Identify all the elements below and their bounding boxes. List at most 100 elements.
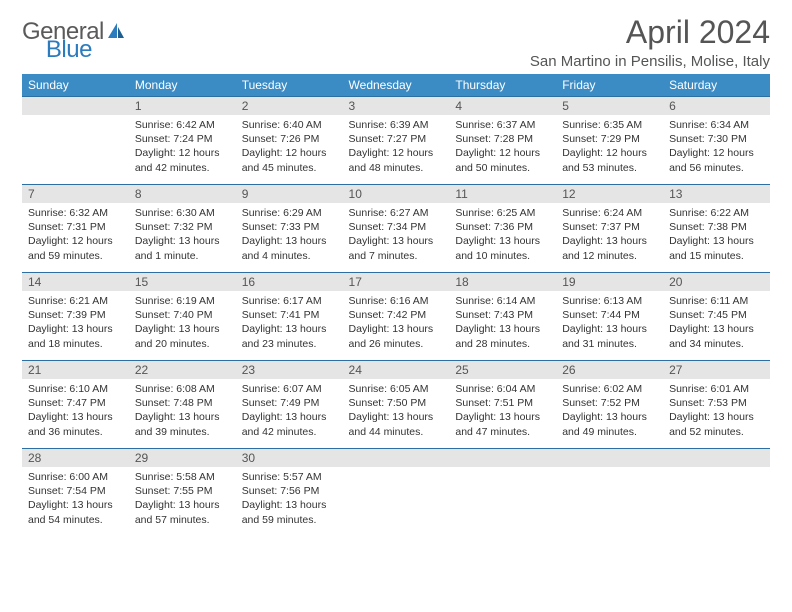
calendar-cell: 20Sunrise: 6:11 AMSunset: 7:45 PMDayligh… xyxy=(663,273,770,361)
sunset-line: Sunset: 7:39 PM xyxy=(28,308,123,322)
sunrise-line: Sunrise: 6:04 AM xyxy=(455,382,550,396)
daylight-line-2: and 4 minutes. xyxy=(242,249,337,263)
location-label: San Martino in Pensilis, Molise, Italy xyxy=(530,53,770,70)
calendar-cell: 28Sunrise: 6:00 AMSunset: 7:54 PMDayligh… xyxy=(22,449,129,537)
daylight-line-1: Daylight: 13 hours xyxy=(562,234,657,248)
day-number: 24 xyxy=(343,361,450,379)
calendar-cell: 1Sunrise: 6:42 AMSunset: 7:24 PMDaylight… xyxy=(129,97,236,185)
day-number: 15 xyxy=(129,273,236,291)
sunset-line: Sunset: 7:55 PM xyxy=(135,484,230,498)
sunset-line: Sunset: 7:33 PM xyxy=(242,220,337,234)
daylight-line-2: and 18 minutes. xyxy=(28,337,123,351)
day-body xyxy=(449,467,556,527)
calendar-cell: 12Sunrise: 6:24 AMSunset: 7:37 PMDayligh… xyxy=(556,185,663,273)
calendar-cell: 21Sunrise: 6:10 AMSunset: 7:47 PMDayligh… xyxy=(22,361,129,449)
calendar-cell: 18Sunrise: 6:14 AMSunset: 7:43 PMDayligh… xyxy=(449,273,556,361)
daylight-line-2: and 20 minutes. xyxy=(135,337,230,351)
calendar-cell: 5Sunrise: 6:35 AMSunset: 7:29 PMDaylight… xyxy=(556,97,663,185)
calendar-cell-empty xyxy=(663,449,770,537)
sunset-line: Sunset: 7:42 PM xyxy=(349,308,444,322)
sunset-line: Sunset: 7:36 PM xyxy=(455,220,550,234)
day-body: Sunrise: 6:30 AMSunset: 7:32 PMDaylight:… xyxy=(129,203,236,267)
sunrise-line: Sunrise: 6:32 AM xyxy=(28,206,123,220)
daylight-line-2: and 59 minutes. xyxy=(28,249,123,263)
daylight-line-1: Daylight: 13 hours xyxy=(135,498,230,512)
day-body: Sunrise: 5:57 AMSunset: 7:56 PMDaylight:… xyxy=(236,467,343,531)
weekday-header: Tuesday xyxy=(236,74,343,97)
daylight-line-1: Daylight: 13 hours xyxy=(349,322,444,336)
calendar-head: SundayMondayTuesdayWednesdayThursdayFrid… xyxy=(22,74,770,97)
sunset-line: Sunset: 7:28 PM xyxy=(455,132,550,146)
weekday-header: Saturday xyxy=(663,74,770,97)
daylight-line-1: Daylight: 12 hours xyxy=(242,146,337,160)
daylight-line-1: Daylight: 13 hours xyxy=(135,234,230,248)
sunset-line: Sunset: 7:52 PM xyxy=(562,396,657,410)
weekday-header: Sunday xyxy=(22,74,129,97)
daylight-line-2: and 57 minutes. xyxy=(135,513,230,527)
daylight-line-1: Daylight: 13 hours xyxy=(135,410,230,424)
calendar-cell: 6Sunrise: 6:34 AMSunset: 7:30 PMDaylight… xyxy=(663,97,770,185)
day-number: 10 xyxy=(343,185,450,203)
daylight-line-2: and 44 minutes. xyxy=(349,425,444,439)
daylight-line-2: and 48 minutes. xyxy=(349,161,444,175)
day-body: Sunrise: 6:17 AMSunset: 7:41 PMDaylight:… xyxy=(236,291,343,355)
daylight-line-2: and 52 minutes. xyxy=(669,425,764,439)
daylight-line-2: and 42 minutes. xyxy=(242,425,337,439)
sunrise-line: Sunrise: 6:10 AM xyxy=(28,382,123,396)
sunrise-line: Sunrise: 6:07 AM xyxy=(242,382,337,396)
daylight-line-1: Daylight: 13 hours xyxy=(455,410,550,424)
day-body: Sunrise: 6:07 AMSunset: 7:49 PMDaylight:… xyxy=(236,379,343,443)
sunrise-line: Sunrise: 6:19 AM xyxy=(135,294,230,308)
day-number: 14 xyxy=(22,273,129,291)
day-number: 8 xyxy=(129,185,236,203)
calendar-cell-empty xyxy=(449,449,556,537)
day-number: 22 xyxy=(129,361,236,379)
daylight-line-1: Daylight: 13 hours xyxy=(562,410,657,424)
daylight-line-1: Daylight: 13 hours xyxy=(28,498,123,512)
sunrise-line: Sunrise: 6:30 AM xyxy=(135,206,230,220)
day-number xyxy=(343,449,450,467)
daylight-line-2: and 36 minutes. xyxy=(28,425,123,439)
sunrise-line: Sunrise: 6:13 AM xyxy=(562,294,657,308)
daylight-line-2: and 56 minutes. xyxy=(669,161,764,175)
daylight-line-2: and 50 minutes. xyxy=(455,161,550,175)
day-body: Sunrise: 5:58 AMSunset: 7:55 PMDaylight:… xyxy=(129,467,236,531)
day-number: 25 xyxy=(449,361,556,379)
daylight-line-1: Daylight: 13 hours xyxy=(669,410,764,424)
calendar-cell: 29Sunrise: 5:58 AMSunset: 7:55 PMDayligh… xyxy=(129,449,236,537)
daylight-line-1: Daylight: 13 hours xyxy=(242,498,337,512)
day-body xyxy=(556,467,663,527)
sunset-line: Sunset: 7:41 PM xyxy=(242,308,337,322)
calendar-cell-empty xyxy=(343,449,450,537)
daylight-line-1: Daylight: 12 hours xyxy=(135,146,230,160)
day-body: Sunrise: 6:22 AMSunset: 7:38 PMDaylight:… xyxy=(663,203,770,267)
daylight-line-2: and 23 minutes. xyxy=(242,337,337,351)
calendar-cell: 10Sunrise: 6:27 AMSunset: 7:34 PMDayligh… xyxy=(343,185,450,273)
calendar-cell: 27Sunrise: 6:01 AMSunset: 7:53 PMDayligh… xyxy=(663,361,770,449)
day-body: Sunrise: 6:32 AMSunset: 7:31 PMDaylight:… xyxy=(22,203,129,267)
sunrise-line: Sunrise: 6:29 AM xyxy=(242,206,337,220)
sunset-line: Sunset: 7:47 PM xyxy=(28,396,123,410)
day-number: 6 xyxy=(663,97,770,115)
daylight-line-2: and 49 minutes. xyxy=(562,425,657,439)
calendar-cell: 2Sunrise: 6:40 AMSunset: 7:26 PMDaylight… xyxy=(236,97,343,185)
sunset-line: Sunset: 7:44 PM xyxy=(562,308,657,322)
sunset-line: Sunset: 7:56 PM xyxy=(242,484,337,498)
daylight-line-2: and 59 minutes. xyxy=(242,513,337,527)
day-body: Sunrise: 6:01 AMSunset: 7:53 PMDaylight:… xyxy=(663,379,770,443)
day-number: 13 xyxy=(663,185,770,203)
calendar-cell-empty xyxy=(22,97,129,185)
calendar-cell: 13Sunrise: 6:22 AMSunset: 7:38 PMDayligh… xyxy=(663,185,770,273)
daylight-line-1: Daylight: 13 hours xyxy=(242,410,337,424)
day-body: Sunrise: 6:16 AMSunset: 7:42 PMDaylight:… xyxy=(343,291,450,355)
sunrise-line: Sunrise: 6:35 AM xyxy=(562,118,657,132)
daylight-line-2: and 26 minutes. xyxy=(349,337,444,351)
daylight-line-1: Daylight: 13 hours xyxy=(455,234,550,248)
day-body: Sunrise: 6:19 AMSunset: 7:40 PMDaylight:… xyxy=(129,291,236,355)
page-header: General Blue April 2024 San Martino in P… xyxy=(22,14,770,70)
day-body: Sunrise: 6:00 AMSunset: 7:54 PMDaylight:… xyxy=(22,467,129,531)
calendar-cell: 26Sunrise: 6:02 AMSunset: 7:52 PMDayligh… xyxy=(556,361,663,449)
sunrise-line: Sunrise: 6:01 AM xyxy=(669,382,764,396)
calendar-body: 1Sunrise: 6:42 AMSunset: 7:24 PMDaylight… xyxy=(22,97,770,537)
month-title: April 2024 xyxy=(530,14,770,51)
